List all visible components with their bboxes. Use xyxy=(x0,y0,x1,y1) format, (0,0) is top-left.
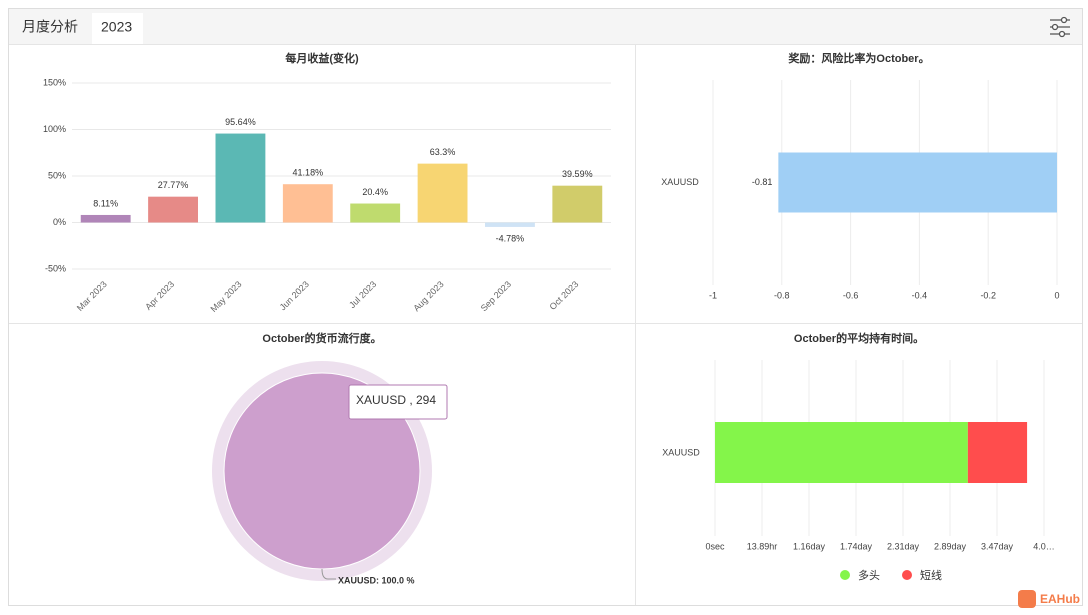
bar-segment xyxy=(967,422,1028,483)
tooltip: XAUUSD , 294 xyxy=(356,393,436,407)
y-tick-label: 100% xyxy=(43,124,66,134)
x-tick-label: -0.6 xyxy=(843,290,859,300)
data-label: 20.4% xyxy=(362,187,388,197)
bar xyxy=(552,185,603,223)
y-tick-label: -50% xyxy=(45,263,66,273)
data-label: 39.59% xyxy=(562,169,593,179)
data-label: 8.11% xyxy=(93,198,118,208)
bar xyxy=(148,196,198,223)
leader-line xyxy=(321,568,336,580)
tab[interactable]: 2023 xyxy=(101,19,132,35)
legend-label: 多头 xyxy=(858,568,880,582)
legend-swatch xyxy=(902,570,912,580)
data-label: -0.81 xyxy=(752,177,773,187)
legend-swatch xyxy=(840,570,850,580)
bar xyxy=(350,203,401,223)
x-tick-label: 1.16day xyxy=(793,541,826,551)
y-tick-label: 50% xyxy=(48,170,66,180)
settings-icon[interactable] xyxy=(1050,16,1070,38)
tab-bar xyxy=(9,9,1082,44)
x-tick-label: 2.31day xyxy=(887,541,920,551)
x-tick-label: 3.47day xyxy=(981,541,1014,551)
bar xyxy=(80,214,131,223)
chart-title: October的货币流行度。 xyxy=(262,331,381,345)
data-label: -4.78% xyxy=(496,233,525,243)
frame xyxy=(8,8,1083,606)
bar xyxy=(485,222,535,227)
data-label: 95.64% xyxy=(225,117,256,127)
bar xyxy=(215,133,266,223)
legend-label: 短线 xyxy=(920,568,942,582)
y-tick-label: 0% xyxy=(53,217,66,227)
bar xyxy=(417,163,468,223)
y-tick-label: XAUUSD xyxy=(662,447,700,457)
watermark-icon xyxy=(1018,590,1036,608)
x-tick-label: 1.74day xyxy=(840,541,873,551)
y-tick-label: XAUUSD xyxy=(661,177,699,187)
chart-title: 奖励：风险比率为October。 xyxy=(788,51,929,65)
x-tick-label: -0.2 xyxy=(980,290,996,300)
x-tick-label: 0 xyxy=(1054,290,1059,300)
watermark: EAHub xyxy=(1040,592,1080,606)
chart-title: October的平均持有时间。 xyxy=(794,331,924,345)
bar-segment xyxy=(715,422,968,483)
chart-title: 每月收益(变化) xyxy=(285,51,359,65)
data-label: 27.77% xyxy=(158,180,189,190)
tooltip-box xyxy=(348,384,448,420)
x-tick-label: 13.89hr xyxy=(747,541,778,551)
bar xyxy=(282,184,333,223)
x-tick-label: 0sec xyxy=(705,541,725,551)
data-label: XAUUSD: 100.0 % xyxy=(338,575,415,585)
x-tick-label: 2.89day xyxy=(934,541,967,551)
x-tick-label: -1 xyxy=(709,290,717,300)
x-tick-label: -0.4 xyxy=(912,290,928,300)
data-label: 63.3% xyxy=(430,147,456,157)
x-tick-label: 4.0… xyxy=(1033,541,1055,551)
tab[interactable]: 月度分析 xyxy=(22,19,78,35)
bar xyxy=(778,152,1057,213)
active-tab[interactable] xyxy=(92,13,143,44)
y-tick-label: 150% xyxy=(43,77,66,87)
data-label: 41.18% xyxy=(293,168,324,178)
x-tick-label: -0.8 xyxy=(774,290,790,300)
